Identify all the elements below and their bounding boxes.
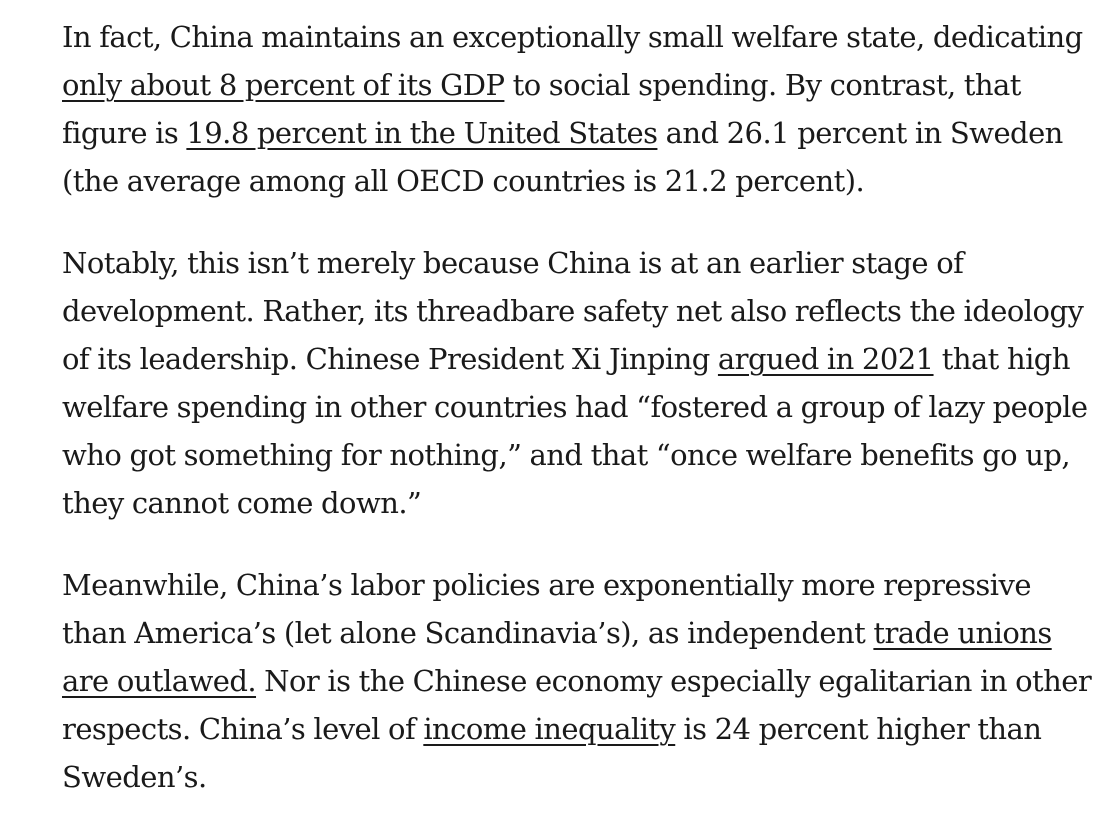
paragraph-text: In fact, China maintains an exceptionall… bbox=[62, 20, 1083, 54]
paragraph-text: Nor is the Chinese economy especially eg… bbox=[62, 664, 1092, 746]
paragraph-text: Notably, this isn’t merely because China… bbox=[62, 246, 1084, 376]
link-trade-unions[interactable]: trade unions are outlawed. bbox=[62, 616, 1052, 698]
paragraph-text: and 26.1 percent in Sweden (the average … bbox=[62, 116, 1063, 198]
link-xi-2021[interactable]: argued in 2021 bbox=[717, 342, 934, 376]
paragraph-text: Meanwhile, China’s labor policies are ex… bbox=[62, 568, 1031, 650]
paragraph-ideology: Notably, this isn’t merely because China… bbox=[62, 239, 1092, 527]
paragraph-welfare-spending: In fact, China maintains an exceptionall… bbox=[62, 13, 1092, 205]
paragraph-text: that high welfare spending in other coun… bbox=[62, 342, 1088, 520]
paragraph-labor-policies: Meanwhile, China’s labor policies are ex… bbox=[62, 561, 1092, 801]
link-us-spending[interactable]: 19.8 percent in the United States bbox=[186, 116, 658, 150]
paragraph-text: to social spending. By contrast, that fi… bbox=[62, 68, 1021, 150]
paragraph-text: is 24 percent higher than Sweden’s. bbox=[62, 712, 1042, 794]
link-income-inequality[interactable]: income inequality bbox=[423, 712, 676, 746]
article-body: In fact, China maintains an exceptionall… bbox=[62, 13, 1092, 835]
link-gdp-social-spending[interactable]: only about 8 percent of its GDP bbox=[62, 68, 505, 102]
